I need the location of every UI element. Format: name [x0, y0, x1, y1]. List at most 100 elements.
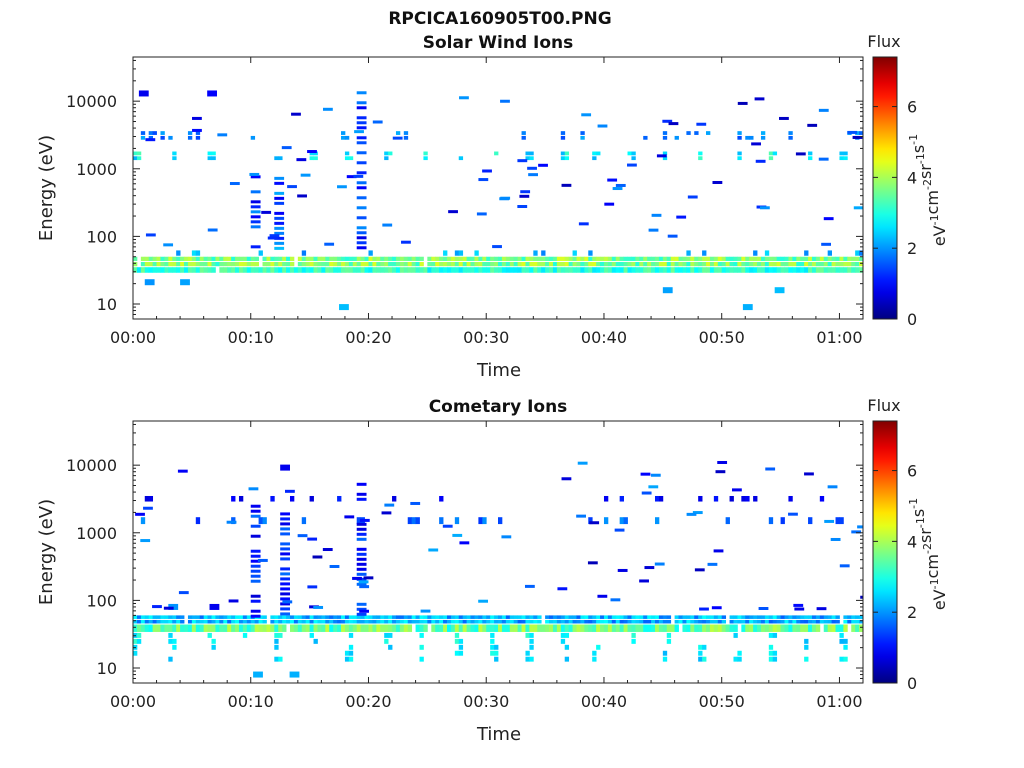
- heatmap-cell: [238, 256, 244, 261]
- heatmap-cell: [231, 261, 236, 267]
- heatmap-cell: [686, 267, 691, 273]
- heatmap-cell: [191, 261, 197, 267]
- heatmap-cell: [435, 624, 440, 632]
- heatmap-cell: [517, 256, 522, 261]
- heatmap-cell: [270, 261, 275, 267]
- heatmap-cell: [859, 250, 863, 256]
- data-point: [851, 530, 862, 534]
- heatmap-cell: [168, 619, 173, 624]
- heatmap-cell: [360, 624, 365, 632]
- heatmap-cell: [800, 624, 805, 632]
- heatmap-cell: [486, 615, 491, 619]
- heatmap-cell: [847, 267, 852, 273]
- heatmap-cell: [423, 624, 428, 632]
- heatmap-cell: [560, 632, 566, 638]
- heatmap-cell: [325, 267, 330, 273]
- heatmap-cell: [839, 151, 844, 156]
- heatmap-cell: [297, 267, 303, 273]
- heatmap-cell: [242, 615, 248, 619]
- heatmap-cell: [133, 638, 138, 644]
- data-point: [561, 183, 572, 187]
- heatmap-cell: [529, 632, 534, 638]
- heatmap-cell: [513, 256, 519, 261]
- data-point: [654, 562, 665, 566]
- heatmap-cell: [568, 615, 573, 619]
- heatmap-cell: [223, 256, 228, 261]
- heatmap-cell: [631, 619, 636, 624]
- heatmap-cell: [764, 619, 770, 624]
- heatmap-cell: [855, 619, 860, 624]
- heatmap-cell: [745, 619, 750, 624]
- heatmap-cell: [580, 619, 585, 624]
- heatmap-cell: [835, 615, 840, 619]
- heatmap-cell: [144, 267, 150, 273]
- heatmap-cell: [768, 156, 774, 161]
- burst-cell: [250, 564, 261, 568]
- heatmap-cell: [403, 261, 409, 267]
- heatmap-cell: [360, 615, 365, 619]
- burst-cell: [280, 572, 290, 576]
- burst-cell: [356, 141, 367, 145]
- heatmap-cell: [384, 256, 389, 261]
- burst-cell: [356, 171, 367, 175]
- heatmap-cell: [568, 624, 573, 632]
- heatmap-cell: [662, 151, 668, 156]
- heatmap-cell: [721, 267, 727, 273]
- heatmap-cell: [541, 256, 546, 261]
- heatmap-cell: [289, 495, 295, 502]
- heatmap-cell: [348, 650, 354, 656]
- heatmap-cell: [148, 256, 154, 261]
- heatmap-cell: [603, 517, 609, 525]
- data-point: [359, 585, 370, 589]
- heatmap-cell: [443, 250, 448, 256]
- heatmap-cell: [136, 632, 142, 638]
- burst-cell: [274, 221, 285, 225]
- data-point: [313, 605, 324, 609]
- heatmap-cell: [643, 619, 648, 624]
- heatmap-cell: [172, 151, 177, 156]
- heatmap-cell: [494, 267, 499, 273]
- heatmap-cell: [195, 624, 201, 632]
- heatmap-cell: [694, 256, 699, 261]
- heatmap-cell: [509, 624, 515, 632]
- heatmap-cell: [238, 624, 244, 632]
- burst-cell: [356, 522, 367, 526]
- heatmap-cell: [592, 615, 597, 619]
- heatmap-cell: [698, 656, 703, 662]
- heatmap-cell: [831, 619, 836, 624]
- heatmap-cell: [297, 624, 303, 632]
- heatmap-cell: [136, 615, 142, 619]
- data-point: [499, 197, 510, 201]
- heatmap-cell: [513, 261, 519, 267]
- data-point: [662, 119, 673, 123]
- heatmap-cell: [431, 615, 436, 619]
- heatmap-cell: [525, 615, 530, 619]
- heatmap-cell: [140, 135, 146, 140]
- burst-cell: [274, 226, 285, 230]
- heatmap-cell: [686, 131, 691, 135]
- heatmap-cell: [682, 261, 687, 267]
- heatmap-cell: [843, 267, 848, 273]
- heatmap-cell: [576, 261, 581, 267]
- colorbar-units-label: eV-1cm-2sr-1s-1: [907, 498, 949, 610]
- heatmap-cell: [439, 619, 444, 624]
- heatmap-cell: [270, 615, 275, 619]
- heatmap-cell: [395, 615, 401, 619]
- heatmap-cell: [788, 131, 793, 135]
- heatmap-cell: [788, 135, 793, 140]
- heatmap-cell: [749, 261, 754, 267]
- heatmap-cell: [804, 644, 809, 650]
- heatmap-cell: [364, 267, 369, 273]
- heatmap-cell: [513, 619, 519, 624]
- heatmap-cell: [768, 267, 774, 273]
- heatmap-cell: [231, 619, 236, 624]
- data-point: [639, 579, 649, 583]
- heatmap-cell: [313, 267, 318, 273]
- data-point: [248, 487, 259, 491]
- burst-cell: [356, 186, 367, 190]
- heatmap-cell: [764, 624, 770, 632]
- heatmap-cell: [443, 619, 448, 624]
- heatmap-cell: [529, 151, 534, 156]
- heatmap-cell: [741, 495, 746, 502]
- heatmap-cell: [313, 261, 318, 267]
